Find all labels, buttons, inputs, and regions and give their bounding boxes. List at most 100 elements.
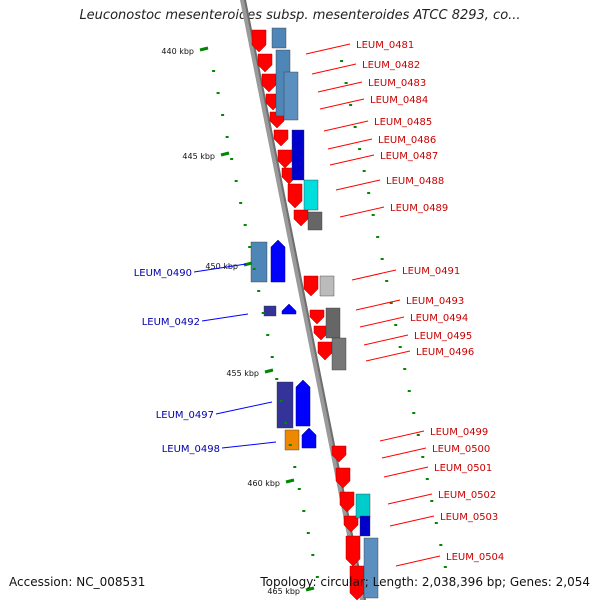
scale-tick-minor xyxy=(302,510,306,512)
scale-tick-minor xyxy=(344,82,348,84)
cog-block xyxy=(283,71,299,121)
accession-text: Accession: NC_008531 xyxy=(9,575,146,589)
cog-block xyxy=(331,337,347,371)
scale-tick-minor xyxy=(284,422,288,424)
forward-gene-label: LEUM_0482 xyxy=(362,60,420,71)
forward-label-leader xyxy=(319,98,365,110)
reverse-gene-block xyxy=(276,381,294,429)
reverse-label-leader xyxy=(215,401,273,415)
forward-gene-arrow xyxy=(343,515,359,533)
scale-tick-minor xyxy=(439,544,443,546)
forward-label-leader xyxy=(379,430,425,442)
reverse-label-leader xyxy=(201,313,249,322)
reverse-gene-block xyxy=(250,241,268,283)
scale-tick-label: 455 kbp xyxy=(226,369,259,378)
scale-tick-minor xyxy=(311,554,315,556)
forward-label-leader xyxy=(381,447,427,459)
reverse-gene-arrow xyxy=(301,427,317,449)
scale-ticks: 440 kbp 445 kbp 450 kbp 455 kbp 460 kbp 465 k… xyxy=(161,46,447,596)
forward-label-leader xyxy=(383,466,429,478)
scale-tick-minor xyxy=(430,500,434,502)
scale-tick-minor xyxy=(416,434,420,436)
scale-tick-minor xyxy=(425,478,429,480)
forward-gene-label: LEUM_0491 xyxy=(402,266,460,277)
forward-gene-label: LEUM_0500 xyxy=(432,444,490,455)
forward-label-leader xyxy=(305,43,351,55)
forward-gene-arrow xyxy=(349,565,365,600)
reverse-gene-label: LEUM_0490 xyxy=(134,268,192,279)
reverse-genes xyxy=(250,239,317,451)
scale-tick-minor xyxy=(266,334,270,336)
forward-gene-label: LEUM_0493 xyxy=(406,296,464,307)
scale-tick-minor xyxy=(257,290,261,292)
forward-gene-arrow xyxy=(251,29,267,53)
scale-tick-minor xyxy=(403,368,407,370)
scale-tick-minor xyxy=(389,302,393,304)
forward-gene-label: LEUM_0486 xyxy=(378,135,436,146)
scale-tick-major xyxy=(305,586,315,592)
scale-tick-minor xyxy=(279,400,283,402)
reverse-gene-label: LEUM_0497 xyxy=(156,410,214,421)
forward-gene-arrow xyxy=(345,535,361,567)
scale-tick-minor xyxy=(225,136,229,138)
scale-tick-label: 445 kbp xyxy=(182,152,215,161)
forward-gene-label: LEUM_0503 xyxy=(440,512,498,523)
genome-stats-text: Topology: circular; Length: 2,038,396 bp… xyxy=(260,575,590,589)
scale-tick-minor xyxy=(394,324,398,326)
scale-tick-minor xyxy=(216,92,220,94)
cog-block xyxy=(355,493,371,519)
scale-tick-minor xyxy=(288,444,292,446)
scale-tick-minor xyxy=(252,268,256,270)
forward-gene-label: LEUM_0489 xyxy=(390,203,448,214)
scale-tick-minor xyxy=(407,390,411,392)
cog-block xyxy=(271,27,287,49)
scale-tick-minor xyxy=(385,280,389,282)
cog-block xyxy=(325,307,341,339)
reverse-gene-block xyxy=(284,429,300,451)
forward-gene-arrow xyxy=(309,309,325,325)
scale-tick-label: 440 kbp xyxy=(161,47,194,56)
scale-tick-major xyxy=(243,261,253,267)
forward-gene-label: LEUM_0502 xyxy=(438,490,496,501)
scale-tick-minor xyxy=(212,70,216,72)
forward-gene-label: LEUM_0494 xyxy=(410,313,468,324)
forward-gene-label: LEUM_0495 xyxy=(414,331,472,342)
scale-tick-minor xyxy=(443,566,447,568)
scale-tick-label: 450 kbp xyxy=(205,262,238,271)
scale-tick-minor xyxy=(434,522,438,524)
forward-gene-arrow xyxy=(331,445,347,463)
forward-gene-arrow xyxy=(313,325,329,341)
map-title: Leuconostoc mesenteroides subsp. mesente… xyxy=(79,8,521,23)
forward-label-leader xyxy=(389,515,435,527)
forward-gene-arrow xyxy=(277,149,293,169)
reverse-labels: LEUM_0490 LEUM_0492 LEUM_0497 LEUM_0498 xyxy=(134,263,277,455)
forward-label-leader xyxy=(355,299,401,311)
reverse-gene-arrow xyxy=(270,239,286,283)
scale-tick-minor xyxy=(275,378,279,380)
forward-label-leader xyxy=(359,316,405,328)
forward-label-leader xyxy=(329,154,375,166)
forward-label-leader xyxy=(363,334,409,346)
scale-tick-minor xyxy=(376,236,380,238)
cog-block xyxy=(363,537,379,599)
reverse-gene-label: LEUM_0498 xyxy=(162,444,220,455)
scale-tick-minor xyxy=(261,312,265,314)
forward-gene-arrow xyxy=(293,209,309,227)
forward-gene-arrow xyxy=(335,467,351,489)
scale-tick-minor xyxy=(398,346,402,348)
forward-label-leader xyxy=(339,206,385,218)
forward-label-leader xyxy=(327,138,373,150)
scale-tick-major xyxy=(220,151,230,157)
scale-tick-minor xyxy=(421,456,425,458)
scale-tick-minor xyxy=(362,170,366,172)
forward-label-leader xyxy=(351,269,397,281)
scale-tick-minor xyxy=(367,192,371,194)
scale-tick-minor xyxy=(297,488,301,490)
forward-label-leader xyxy=(317,81,363,93)
scale-tick-minor xyxy=(340,60,344,62)
forward-label-leader xyxy=(395,555,441,567)
scale-tick-minor xyxy=(412,412,416,414)
cog-blocks xyxy=(271,27,379,599)
forward-gene-label: LEUM_0481 xyxy=(356,40,414,51)
